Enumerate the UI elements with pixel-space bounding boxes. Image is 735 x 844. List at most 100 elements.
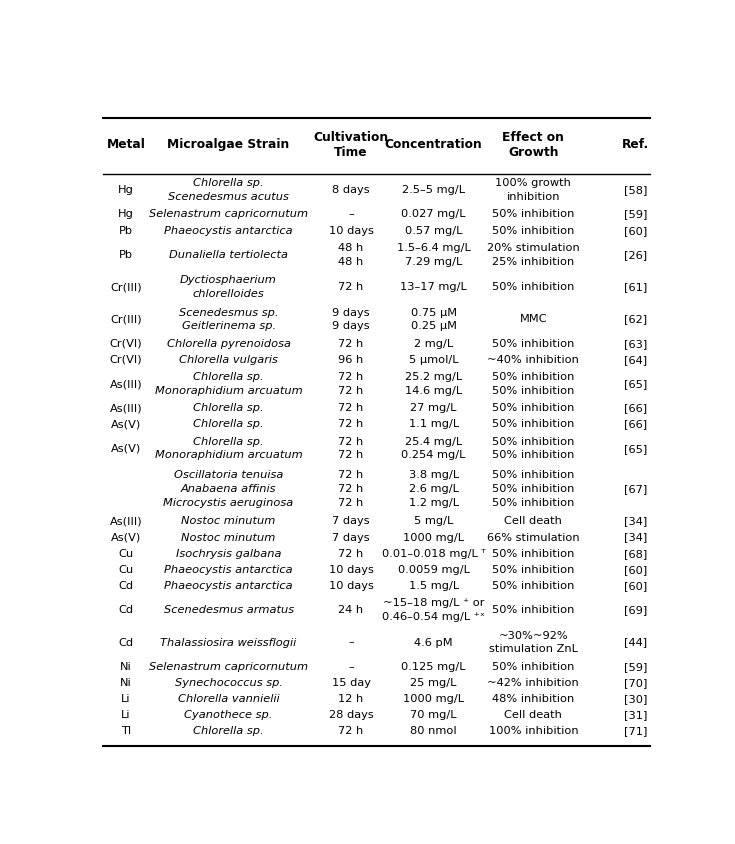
- Text: Chlorella sp.: Chlorella sp.: [193, 178, 264, 188]
- Text: 72 h: 72 h: [338, 470, 364, 480]
- Text: [60]: [60]: [624, 225, 648, 235]
- Text: 25 mg/L: 25 mg/L: [410, 678, 457, 688]
- Text: 7 days: 7 days: [332, 533, 370, 543]
- Text: [66]: [66]: [624, 403, 648, 414]
- Text: Pb: Pb: [119, 250, 133, 260]
- Text: As(III): As(III): [110, 517, 143, 527]
- Text: Chlorella sp.: Chlorella sp.: [193, 419, 264, 430]
- Text: –: –: [348, 637, 354, 647]
- Text: [67]: [67]: [624, 484, 648, 494]
- Text: Microalgae Strain: Microalgae Strain: [168, 138, 290, 151]
- Text: [68]: [68]: [624, 549, 648, 559]
- Text: 72 h: 72 h: [338, 484, 364, 494]
- Text: 8 days: 8 days: [332, 185, 370, 195]
- Text: 72 h: 72 h: [338, 386, 364, 396]
- Text: Li: Li: [121, 711, 131, 720]
- Text: 72 h: 72 h: [338, 549, 364, 559]
- Text: 50% inhibition: 50% inhibition: [492, 451, 575, 461]
- Text: Monoraphidium arcuatum: Monoraphidium arcuatum: [154, 386, 303, 396]
- Text: ~15–18 mg/L ⁺ or: ~15–18 mg/L ⁺ or: [383, 598, 484, 609]
- Text: Chlorella sp.: Chlorella sp.: [193, 437, 264, 447]
- Text: 72 h: 72 h: [338, 419, 364, 430]
- Text: Geitlerinema sp.: Geitlerinema sp.: [182, 322, 276, 331]
- Text: Monoraphidium arcuatum: Monoraphidium arcuatum: [154, 451, 303, 461]
- Text: [31]: [31]: [624, 711, 648, 720]
- Text: [34]: [34]: [624, 517, 648, 527]
- Text: MMC: MMC: [520, 315, 547, 324]
- Text: [59]: [59]: [624, 209, 648, 219]
- Text: ~30%~92%: ~30%~92%: [498, 630, 568, 641]
- Text: As(III): As(III): [110, 403, 143, 414]
- Text: ~40% inhibition: ~40% inhibition: [487, 354, 579, 365]
- Text: 9 days: 9 days: [332, 322, 370, 331]
- Text: 50% inhibition: 50% inhibition: [492, 605, 575, 615]
- Text: 50% inhibition: 50% inhibition: [492, 565, 575, 575]
- Text: Phaeocystis antarctica: Phaeocystis antarctica: [165, 565, 293, 575]
- Text: 25% inhibition: 25% inhibition: [492, 257, 575, 267]
- Text: –: –: [348, 662, 354, 672]
- Text: [60]: [60]: [624, 581, 648, 591]
- Text: Cu: Cu: [118, 565, 134, 575]
- Text: 25.2 mg/L: 25.2 mg/L: [405, 372, 462, 382]
- Text: Cyanothece sp.: Cyanothece sp.: [184, 711, 273, 720]
- Text: 72 h: 72 h: [338, 498, 364, 508]
- Text: 20% stimulation: 20% stimulation: [487, 243, 580, 253]
- Text: 72 h: 72 h: [338, 338, 364, 349]
- Text: 0.254 mg/L: 0.254 mg/L: [401, 451, 466, 461]
- Text: 50% inhibition: 50% inhibition: [492, 549, 575, 559]
- Text: 50% inhibition: 50% inhibition: [492, 437, 575, 447]
- Text: 7.29 mg/L: 7.29 mg/L: [405, 257, 462, 267]
- Text: Effect on
Growth: Effect on Growth: [503, 131, 564, 159]
- Text: Pb: Pb: [119, 225, 133, 235]
- Text: 72 h: 72 h: [338, 451, 364, 461]
- Text: 10 days: 10 days: [329, 581, 373, 591]
- Text: 1000 mg/L: 1000 mg/L: [404, 694, 464, 704]
- Text: 72 h: 72 h: [338, 372, 364, 382]
- Text: As(V): As(V): [111, 533, 141, 543]
- Text: 0.25 μM: 0.25 μM: [411, 322, 456, 331]
- Text: Cr(III): Cr(III): [110, 315, 142, 324]
- Text: Cell death: Cell death: [504, 711, 562, 720]
- Text: Metal: Metal: [107, 138, 146, 151]
- Text: 24 h: 24 h: [339, 605, 364, 615]
- Text: Anabaena affinis: Anabaena affinis: [181, 484, 276, 494]
- Text: Thalassiosira weissflogii: Thalassiosira weissflogii: [160, 637, 297, 647]
- Text: 0.0059 mg/L: 0.0059 mg/L: [398, 565, 470, 575]
- Text: 1.5–6.4 mg/L: 1.5–6.4 mg/L: [397, 243, 470, 253]
- Text: Cultivation
Time: Cultivation Time: [314, 131, 389, 159]
- Text: Hg: Hg: [118, 209, 134, 219]
- Text: Scenedesmus armatus: Scenedesmus armatus: [163, 605, 294, 615]
- Text: chlorelloides: chlorelloides: [193, 289, 265, 299]
- Text: Dunaliella tertiolecta: Dunaliella tertiolecta: [169, 250, 288, 260]
- Text: [70]: [70]: [624, 678, 648, 688]
- Text: Hg: Hg: [118, 185, 134, 195]
- Text: Tl: Tl: [121, 727, 131, 736]
- Text: stimulation ZnL: stimulation ZnL: [489, 644, 578, 654]
- Text: Phaeocystis antarctica: Phaeocystis antarctica: [165, 225, 293, 235]
- Text: 50% inhibition: 50% inhibition: [492, 419, 575, 430]
- Text: 0.46–0.54 mg/L ⁺ˣ: 0.46–0.54 mg/L ⁺ˣ: [382, 612, 485, 622]
- Text: 50% inhibition: 50% inhibition: [492, 581, 575, 591]
- Text: 96 h: 96 h: [338, 354, 364, 365]
- Text: [64]: [64]: [624, 354, 648, 365]
- Text: Cd: Cd: [118, 605, 134, 615]
- Text: Synechococcus sp.: Synechococcus sp.: [175, 678, 282, 688]
- Text: Chlorella sp.: Chlorella sp.: [193, 727, 264, 736]
- Text: 50% inhibition: 50% inhibition: [492, 282, 575, 292]
- Text: [65]: [65]: [624, 379, 648, 389]
- Text: 0.027 mg/L: 0.027 mg/L: [401, 209, 466, 219]
- Text: 25.4 mg/L: 25.4 mg/L: [405, 437, 462, 447]
- Text: [30]: [30]: [624, 694, 648, 704]
- Text: 7 days: 7 days: [332, 517, 370, 527]
- Text: 66% stimulation: 66% stimulation: [487, 533, 580, 543]
- Text: Cd: Cd: [118, 581, 134, 591]
- Text: Chlorella pyrenoidosa: Chlorella pyrenoidosa: [167, 338, 290, 349]
- Text: Concentration: Concentration: [385, 138, 482, 151]
- Text: [26]: [26]: [624, 250, 648, 260]
- Text: As(III): As(III): [110, 379, 143, 389]
- Text: 12 h: 12 h: [338, 694, 364, 704]
- Text: [61]: [61]: [624, 282, 648, 292]
- Text: Ni: Ni: [121, 678, 132, 688]
- Text: 72 h: 72 h: [338, 403, 364, 414]
- Text: 48% inhibition: 48% inhibition: [492, 694, 575, 704]
